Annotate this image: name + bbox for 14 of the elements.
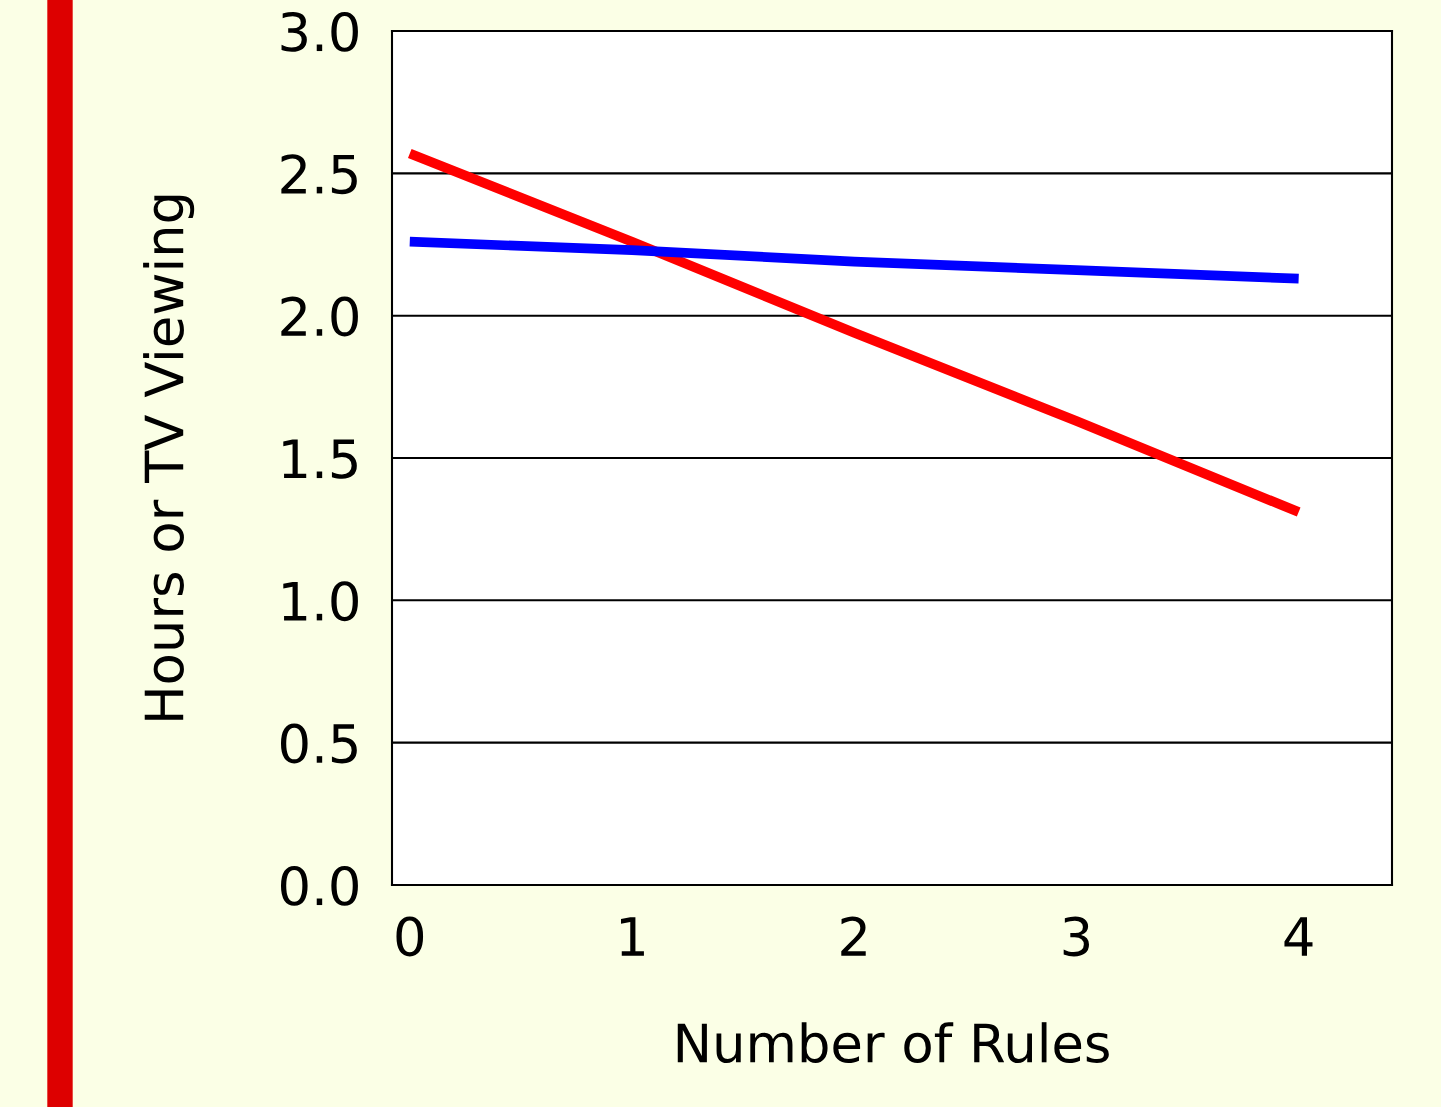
y-tick-label: 0.0	[280, 865, 358, 906]
x-tick-label: 0	[396, 916, 424, 957]
x-tick-label: 4	[1284, 917, 1313, 956]
y-tick-label: 1.5	[283, 439, 357, 479]
x-tick-label: 3	[1063, 916, 1089, 957]
y-tick-label: 0.5	[280, 723, 357, 764]
y-axis-title: Hours or TV Viewing	[143, 195, 195, 720]
y-tick-label: 1.0	[283, 581, 358, 622]
y-tick-label: 2.0	[281, 296, 358, 337]
x-tick-label: 1	[621, 917, 644, 956]
y-tick-label: 3.0	[281, 11, 358, 52]
x-tick-label: 2	[841, 916, 866, 956]
x-axis-title: Number of Rules	[677, 1022, 1109, 1064]
y-tick-label: 2.5	[281, 154, 357, 195]
